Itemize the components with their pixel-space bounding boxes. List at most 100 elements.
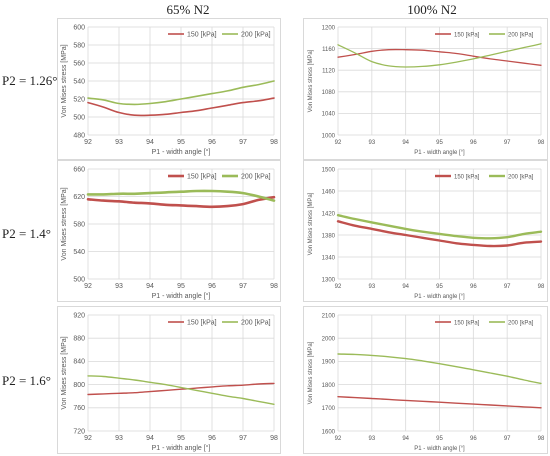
y-tick-label: 580 xyxy=(73,221,85,228)
y-tick-label: 800 xyxy=(73,382,85,389)
y-axis-title: Von Mises stress [MPa] xyxy=(308,192,314,255)
x-tick-label: 95 xyxy=(177,139,185,146)
legend-label: 200 [kPa] xyxy=(508,320,534,326)
x-tick-label: 94 xyxy=(146,139,154,146)
x-tick-label: 95 xyxy=(436,140,443,146)
legend-label: 200 [kPa] xyxy=(241,319,271,326)
x-axis-title: P1 - width angle [°] xyxy=(152,292,211,300)
y-tick-label: 1300 xyxy=(322,277,336,283)
y-tick-label: 2000 xyxy=(322,337,336,343)
x-tick-label: 95 xyxy=(436,284,443,290)
y-tick-label: 1460 xyxy=(322,189,336,195)
series-line-200-kpa xyxy=(87,375,275,405)
y-tick-label: 1000 xyxy=(322,133,336,139)
x-tick-label: 95 xyxy=(436,436,443,442)
y-tick-label: 1120 xyxy=(322,69,336,75)
series-line-200-kpa xyxy=(337,43,542,68)
y-tick-label: 720 xyxy=(73,428,85,435)
row-header-p2-1-26: P2 = 1.26° xyxy=(2,73,58,88)
series-line-200-kpa xyxy=(336,214,543,240)
y-tick-label: 840 xyxy=(73,359,85,366)
legend-label: 150 [kPa] xyxy=(187,31,217,38)
chart-svg-r1-c0: 500 540 580 620 660 92 93 94 95 96 97 98 P1 - width … xyxy=(61,166,278,300)
legend-label: 200 [kPa] xyxy=(508,32,534,38)
series-line-200-kpa xyxy=(337,353,542,385)
y-tick-label: 500 xyxy=(73,276,85,283)
x-tick-label: 92 xyxy=(335,140,342,146)
y-tick-label: 1380 xyxy=(322,233,336,239)
series-line-150-kpa xyxy=(86,195,276,209)
x-tick-label: 94 xyxy=(146,435,154,442)
row-header-p2-1-4: P2 = 1.4° xyxy=(2,226,52,241)
chart-panel-r1-c0: 500 540 580 620 660 92 93 94 95 96 97 98 P1 - width … xyxy=(57,160,281,302)
legend-label: 200 [kPa] xyxy=(241,31,271,38)
x-tick-label: 97 xyxy=(239,283,247,290)
x-tick-label: 93 xyxy=(368,284,375,290)
series-line-200-kpa xyxy=(87,80,275,106)
chart-panel-r0-c1: 1000 1040 1080 1120 1160 1200 92 93 94 95 96 97 98 P1… xyxy=(303,18,548,160)
column-header-100-n2: 100% N2 xyxy=(407,2,457,17)
chart-panel-r2-c0: 720 760 800 840 880 920 92 93 94 95 96 97 98 P1 - wid… xyxy=(57,306,281,454)
x-tick-label: 95 xyxy=(177,283,185,290)
x-tick-label: 98 xyxy=(538,284,545,290)
y-tick-label: 1340 xyxy=(322,255,336,261)
x-tick-label: 93 xyxy=(115,283,123,290)
y-tick-label: 1160 xyxy=(322,47,336,53)
y-axis-title: Von Mises stress [MPa] xyxy=(61,44,68,117)
series-line-150-kpa xyxy=(337,48,542,66)
x-tick-label: 98 xyxy=(538,140,545,146)
y-tick-label: 660 xyxy=(73,166,85,173)
legend-label: 150 [kPa] xyxy=(187,173,217,180)
x-tick-label: 98 xyxy=(270,283,278,290)
y-axis-title: Von Mises stress [MPa] xyxy=(308,341,314,404)
y-tick-label: 2100 xyxy=(322,313,336,319)
chart-svg-r2-c0: 720 760 800 840 880 920 92 93 94 95 96 97 98 P1 - wid… xyxy=(61,312,278,452)
x-tick-label: 94 xyxy=(402,140,409,146)
x-tick-label: 96 xyxy=(470,436,477,442)
x-tick-label: 93 xyxy=(115,139,123,146)
x-tick-label: 92 xyxy=(335,436,342,442)
y-tick-label: 1800 xyxy=(322,383,336,389)
x-tick-label: 95 xyxy=(177,435,185,442)
legend-label: 150 [kPa] xyxy=(454,320,480,326)
x-tick-label: 92 xyxy=(84,283,92,290)
y-tick-label: 1040 xyxy=(322,112,336,118)
y-tick-label: 920 xyxy=(73,312,85,319)
series-line-150-kpa xyxy=(87,97,275,117)
y-axis-title: Von Mises stress [MPa] xyxy=(308,49,314,112)
x-tick-label: 97 xyxy=(504,140,511,146)
x-tick-label: 93 xyxy=(368,140,375,146)
series-line-150-kpa xyxy=(337,396,542,409)
x-axis-title: P1 - width angle [°] xyxy=(152,444,211,452)
x-tick-label: 98 xyxy=(538,436,545,442)
chart-panel-r2-c1: 1600 1700 1800 1900 2000 2100 92 93 94 95 96 97 98 P1… xyxy=(303,306,548,454)
y-tick-label: 600 xyxy=(73,24,85,31)
y-tick-label: 500 xyxy=(73,114,85,121)
x-tick-label: 94 xyxy=(146,283,154,290)
y-tick-label: 620 xyxy=(73,194,85,201)
x-tick-label: 94 xyxy=(402,436,409,442)
legend-label: 200 [kPa] xyxy=(508,174,534,180)
chart-panel-r1-c1: 1300 1340 1380 1420 1460 1500 92 93 94 95 96 97 98 P1… xyxy=(303,160,548,302)
x-tick-label: 93 xyxy=(115,435,123,442)
x-tick-label: 96 xyxy=(470,284,477,290)
x-tick-label: 96 xyxy=(208,139,216,146)
y-tick-label: 1700 xyxy=(322,406,336,412)
y-tick-label: 880 xyxy=(73,336,85,343)
x-tick-label: 97 xyxy=(239,435,247,442)
y-tick-label: 560 xyxy=(73,60,85,67)
x-tick-label: 98 xyxy=(270,435,278,442)
x-tick-label: 92 xyxy=(84,435,92,442)
x-tick-label: 97 xyxy=(504,284,511,290)
column-header-65-n2: 65% N2 xyxy=(166,2,210,17)
y-tick-label: 760 xyxy=(73,405,85,412)
x-tick-label: 94 xyxy=(402,284,409,290)
x-axis-title: P1 - width angle [°] xyxy=(414,446,465,452)
y-tick-label: 480 xyxy=(73,132,85,139)
x-tick-label: 93 xyxy=(368,436,375,442)
x-tick-label: 98 xyxy=(270,139,278,146)
chart-svg-r0-c0: 480 500 520 540 560 580 600 92 93 94 95 96 97 98 P1 - … xyxy=(61,24,278,156)
x-axis-title: P1 - width angle [°] xyxy=(152,148,211,156)
series-line-150-kpa xyxy=(87,382,275,396)
x-axis-title: P1 - width angle [°] xyxy=(414,150,465,156)
